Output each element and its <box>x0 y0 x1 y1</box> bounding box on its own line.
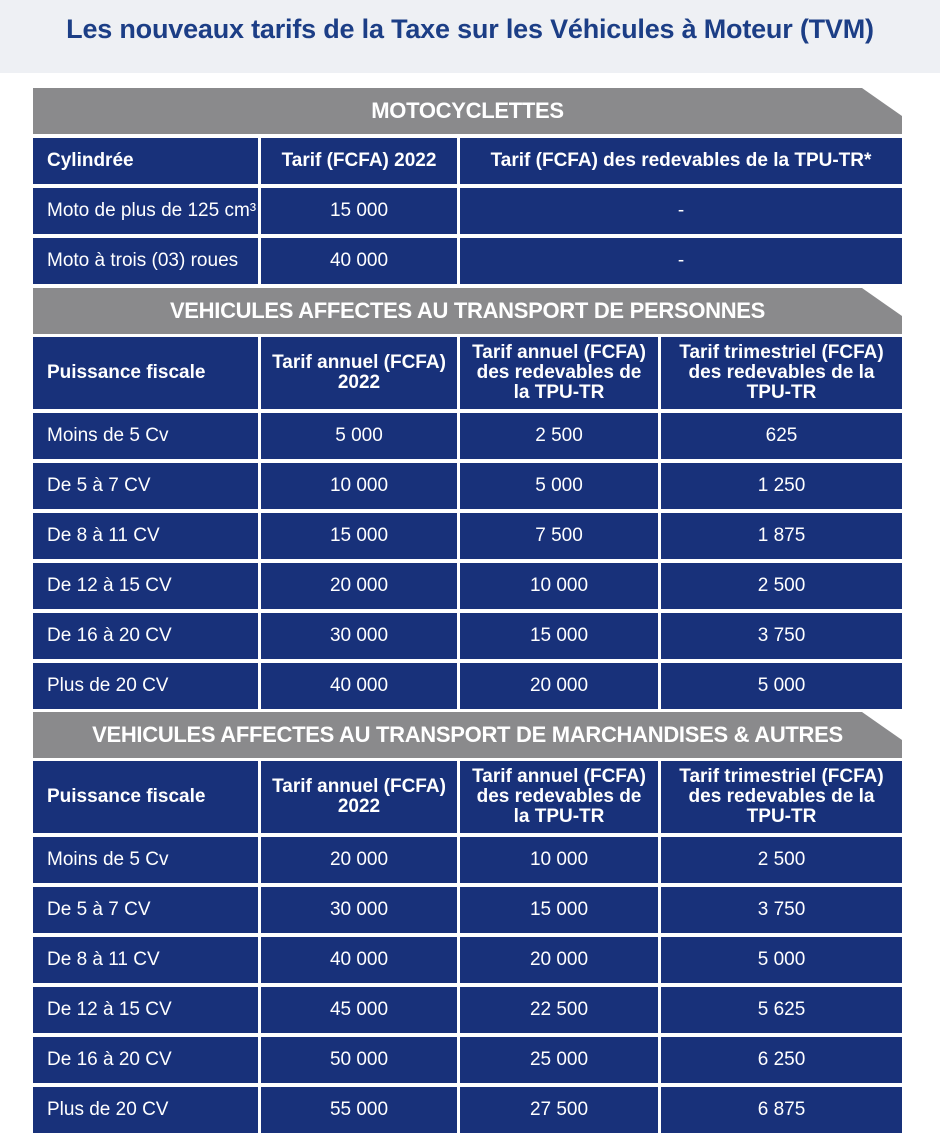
table-cell: 50 000 <box>261 1037 457 1083</box>
header-tarif-annuel-tpu-tr: Tarif annuel (FCFA) des redevables de la… <box>460 761 658 833</box>
table-cell: 15 000 <box>460 887 658 933</box>
table-cell: 10 000 <box>460 563 658 609</box>
table-cell: Moto de plus de 125 cm³ <box>33 188 258 234</box>
table-cell: De 5 à 7 CV <box>33 887 258 933</box>
table-cell: Moins de 5 Cv <box>33 837 258 883</box>
header-tarif-tpu-tr: Tarif (FCFA) des redevables de la TPU-TR… <box>460 138 902 184</box>
header-tarif-annuel-2022: Tarif annuel (FCFA) 2022 <box>261 337 457 409</box>
table-cell: 2 500 <box>460 413 658 459</box>
table-cell: 1 250 <box>661 463 902 509</box>
table-cell: 15 000 <box>460 613 658 659</box>
table-cell: 20 000 <box>460 937 658 983</box>
table-cell: 30 000 <box>261 613 457 659</box>
header-tarif-annuel-2022: Tarif annuel (FCFA) 2022 <box>261 761 457 833</box>
table-cell: 20 000 <box>261 837 457 883</box>
table-cell: 6 875 <box>661 1087 902 1133</box>
table-cell: 2 500 <box>661 563 902 609</box>
table-cell: 5 000 <box>460 463 658 509</box>
table-cell: 3 750 <box>661 613 902 659</box>
table-cell: 10 000 <box>460 837 658 883</box>
table-cell: De 16 à 20 CV <box>33 613 258 659</box>
table-cell: - <box>460 188 902 234</box>
table-cell: 40 000 <box>261 238 457 284</box>
table-cell: Moto à trois (03) roues <box>33 238 258 284</box>
table-cell: 22 500 <box>460 987 658 1033</box>
table-cell: 2 500 <box>661 837 902 883</box>
table-cell: 55 000 <box>261 1087 457 1133</box>
table-cell: 40 000 <box>261 937 457 983</box>
table-cell: - <box>460 238 902 284</box>
table-cell: Plus de 20 CV <box>33 663 258 709</box>
table-cell: Plus de 20 CV <box>33 1087 258 1133</box>
table-cell: 5 000 <box>661 663 902 709</box>
table-cell: 15 000 <box>261 513 457 559</box>
table-cell: 20 000 <box>460 663 658 709</box>
table-cell: De 8 à 11 CV <box>33 513 258 559</box>
table-cell: 27 500 <box>460 1087 658 1133</box>
section-title: VEHICULES AFFECTES AU TRANSPORT DE MARCH… <box>92 722 843 747</box>
table-cell: 15 000 <box>261 188 457 234</box>
header-puissance-fiscale: Puissance fiscale <box>33 761 258 833</box>
table-cell: De 12 à 15 CV <box>33 563 258 609</box>
section-title: VEHICULES AFFECTES AU TRANSPORT DE PERSO… <box>169 298 766 323</box>
header-tarif-2022: Tarif (FCFA) 2022 <box>261 138 457 184</box>
table-cell: 25 000 <box>460 1037 658 1083</box>
table-cell: 5 000 <box>261 413 457 459</box>
table-cell: 40 000 <box>261 663 457 709</box>
table-cell: 5 000 <box>661 937 902 983</box>
table-cell: De 12 à 15 CV <box>33 987 258 1033</box>
table-cell: De 8 à 11 CV <box>33 937 258 983</box>
table-cell: De 16 à 20 CV <box>33 1037 258 1083</box>
header-puissance-fiscale: Puissance fiscale <box>33 337 258 409</box>
table-cell: 30 000 <box>261 887 457 933</box>
table-cell: 10 000 <box>261 463 457 509</box>
table-cell: 1 875 <box>661 513 902 559</box>
table-cell: 625 <box>661 413 902 459</box>
table-cell: Moins de 5 Cv <box>33 413 258 459</box>
page-title: Les nouveaux tarifs de la Taxe sur les V… <box>66 14 874 44</box>
table-cell: 5 625 <box>661 987 902 1033</box>
table-cell: 6 250 <box>661 1037 902 1083</box>
section-transport-marchandises: VEHICULES AFFECTES AU TRANSPORT DE MARCH… <box>33 712 902 758</box>
header-tarif-trimestriel-tpu-tr: Tarif trimestriel (FCFA) des redevables … <box>661 337 902 409</box>
header-cylindree: Cylindrée <box>33 138 258 184</box>
table-cell: 20 000 <box>261 563 457 609</box>
title-band <box>0 0 940 73</box>
table-cell: De 5 à 7 CV <box>33 463 258 509</box>
table-cell: 45 000 <box>261 987 457 1033</box>
section-transport-personnes: VEHICULES AFFECTES AU TRANSPORT DE PERSO… <box>33 288 902 334</box>
section-motocyclettes: MOTOCYCLETTES <box>33 88 902 134</box>
table-cell: 3 750 <box>661 887 902 933</box>
table-cell: 7 500 <box>460 513 658 559</box>
section-title: MOTOCYCLETTES <box>371 98 564 123</box>
header-tarif-annuel-tpu-tr: Tarif annuel (FCFA) des redevables de la… <box>460 337 658 409</box>
header-tarif-trimestriel-tpu-tr: Tarif trimestriel (FCFA) des redevables … <box>661 761 902 833</box>
